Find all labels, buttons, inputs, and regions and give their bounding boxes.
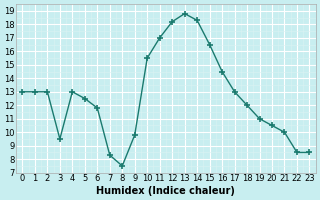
X-axis label: Humidex (Indice chaleur): Humidex (Indice chaleur) — [97, 186, 236, 196]
